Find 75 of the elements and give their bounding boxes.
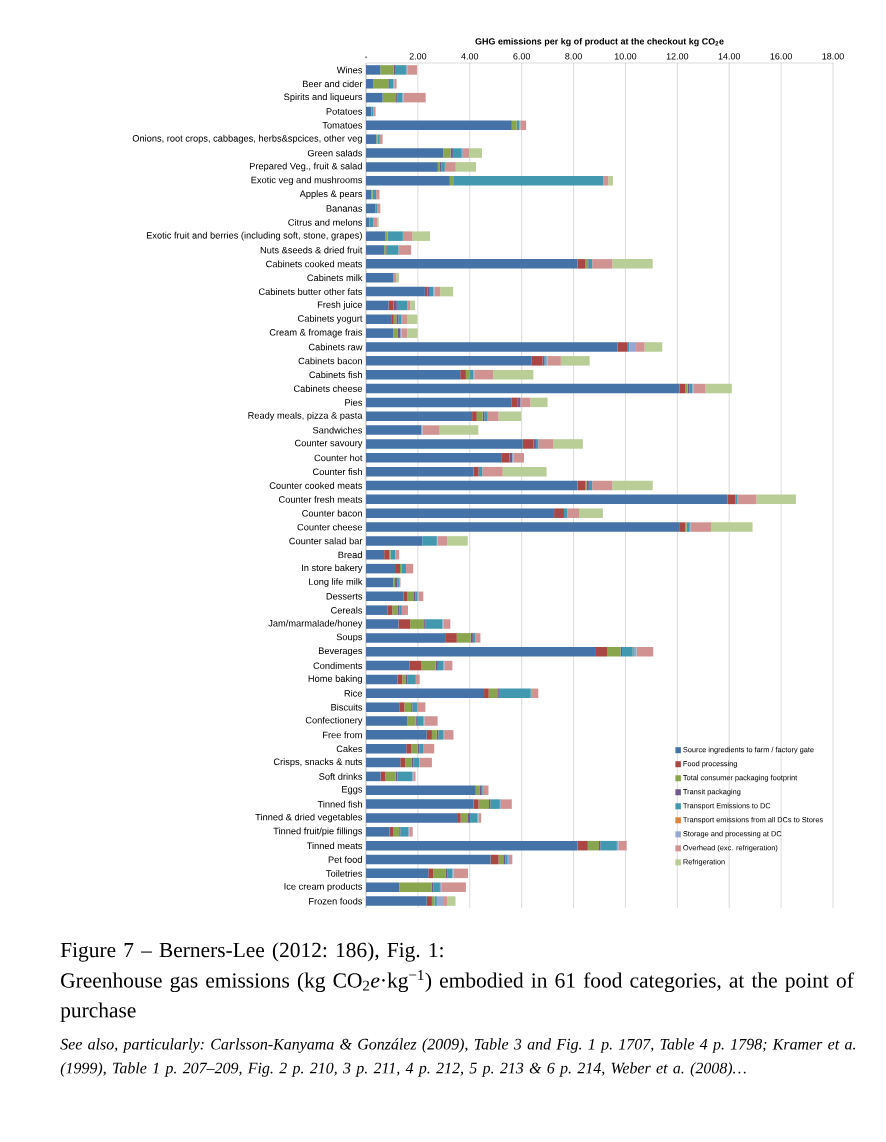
x-tick-label: 14.00 — [718, 53, 741, 60]
y-tick-label: Cakes — [336, 745, 363, 753]
y-tick-label: Home baking — [308, 675, 362, 684]
y-tick-label: Cabinets yogurt — [298, 314, 363, 324]
y-tick-label: In store bakery — [302, 564, 363, 573]
x-tick-label: 6.00 — [513, 53, 531, 60]
y-tick-label: Apples & pears — [299, 190, 363, 199]
y-tick-label: Soups — [336, 633, 363, 643]
y-tick-label: Exotic veg and mushrooms — [251, 176, 363, 186]
x-tick-label: 16.00 — [770, 53, 792, 60]
y-tick-label: Onions, root crops, cabbages, herbs&spcices, other veg — [132, 134, 362, 144]
y-tick-label: Crisps, snacks & nuts — [273, 758, 363, 767]
y-tick-label: Confectionery — [305, 716, 363, 726]
y-tick-label: Wines — [336, 66, 363, 74]
caption: Figure 7 – Berners-Lee (2012: 186), Fig. 1: — [60, 942, 443, 962]
y-tick-label: Long life milk — [309, 578, 363, 587]
y-tick-label: Ready meals, pizza & pasta — [248, 411, 363, 421]
y-tick-label: Counter hot — [314, 454, 363, 462]
y-tick-label: Cabinets milk — [307, 274, 363, 282]
y-tick-label: Condiments — [313, 662, 363, 669]
y-tick-label: Biscuits — [331, 703, 363, 711]
y-tick-label: Counter salad bar — [289, 537, 363, 545]
y-tick-label: Tinned meats — [306, 842, 363, 850]
y-tick-label: Cream & fromage frais — [269, 328, 363, 338]
y-tick-label: Exotic fruit and berries (including soft, stone, grapes) — [146, 231, 362, 241]
y-tick-label: Cabinets fish — [309, 371, 362, 379]
y-tick-label: Tinned & dried vegetables — [255, 813, 363, 823]
y-tick-label: Green salads — [307, 149, 363, 157]
y-tick-label: Cabinets raw — [308, 343, 363, 351]
y-tick-label: Cabinets cheese — [293, 385, 363, 392]
y-tick-label: Beer and cider — [302, 80, 363, 88]
y-tick-label: Tomatoes — [322, 122, 363, 129]
y-tick-label: Counter savoury — [294, 439, 363, 449]
y-tick-label: Prepared Veg., fruit & salad — [249, 162, 362, 172]
y-tick-label: Beverages — [318, 647, 363, 656]
y-tick-label: Counter cooked meats — [269, 482, 363, 489]
y-tick-label: Bananas — [326, 205, 363, 212]
y-tick-label: Counter cheese — [297, 523, 363, 531]
x-tick-label: 2.00 — [409, 53, 427, 60]
y-tick-label: Tinned fruit/pie fillings — [273, 827, 363, 837]
y-tick-label: Counter bacon — [302, 509, 362, 517]
x-tick-label: 10.00 — [614, 53, 637, 60]
y-tick-label: Pies — [345, 398, 363, 406]
y-tick-label: Bread — [338, 551, 362, 559]
y-tick-label: Potatoes — [326, 108, 363, 115]
y-tick-label: Cereals — [331, 606, 363, 614]
y-tick-label: Soft drinks — [319, 773, 363, 780]
y-tick-label: Sandwiches — [312, 426, 363, 434]
y-tick-label: Fresh juice — [317, 301, 363, 310]
y-tick-label: Eggs — [342, 786, 363, 795]
y-tick-label: Citrus and melons — [288, 218, 363, 226]
x-tick-label: 8.00 — [565, 53, 582, 60]
x-tick-label: 12.00 — [666, 53, 689, 60]
y-tick-label: Rice — [344, 689, 363, 697]
y-tick-label: Desserts — [326, 593, 363, 600]
y-tick-label: Toiletries — [326, 869, 363, 877]
x-tick-label: 18.00 — [822, 53, 844, 60]
y-tick-label: Ice cream products — [284, 882, 363, 892]
x-tick-label: 4.00 — [461, 53, 479, 60]
y-tick-label: Cabinets cooked meats — [266, 260, 363, 268]
y-tick-label: Cabinets bacon — [298, 357, 362, 365]
text: Greenhouse gas emissions (kg CO$_{2}$e·kg$^{−1}$) embodied in 61 food categories, at the point of purchase — [60, 970, 854, 1022]
y-tick-label: Cabinets butter other fats — [258, 288, 363, 295]
text: See also, particularly: Carlsson-Kanyama & González (2009), Table 3 and Fig. 1 p. 1707, Table 4 p. 1798; Kramer et a. (1999), Table 1 p. 207–209, Fig. 2 p. 210, 3 p. 211, 4 p. 212, 5 p. 213 & 6 p. 214, Weber et a. (2008)… — [60, 1038, 856, 1077]
y-tick-label: Counter fresh meats — [279, 495, 363, 503]
x-axis-title: GHG emissions per kg of product at the checkout kg CO$_{2}$e — [475, 37, 724, 47]
y-tick-label: Nuts &seeds & dried fruit — [260, 246, 363, 254]
y-tick-label: Tinned fish — [317, 800, 362, 808]
y-tick-label: Counter fish — [312, 468, 362, 476]
y-tick-label: Pet food — [328, 856, 362, 863]
y-tick-label: Frozen foods — [309, 897, 363, 905]
y-tick-label: Free from — [323, 731, 362, 739]
y-tick-label: Jam/marmalade/honey — [268, 619, 363, 629]
y-tick-label: Spirits and liqueurs — [284, 93, 363, 102]
x-tick-label: - — [364, 56, 368, 58]
